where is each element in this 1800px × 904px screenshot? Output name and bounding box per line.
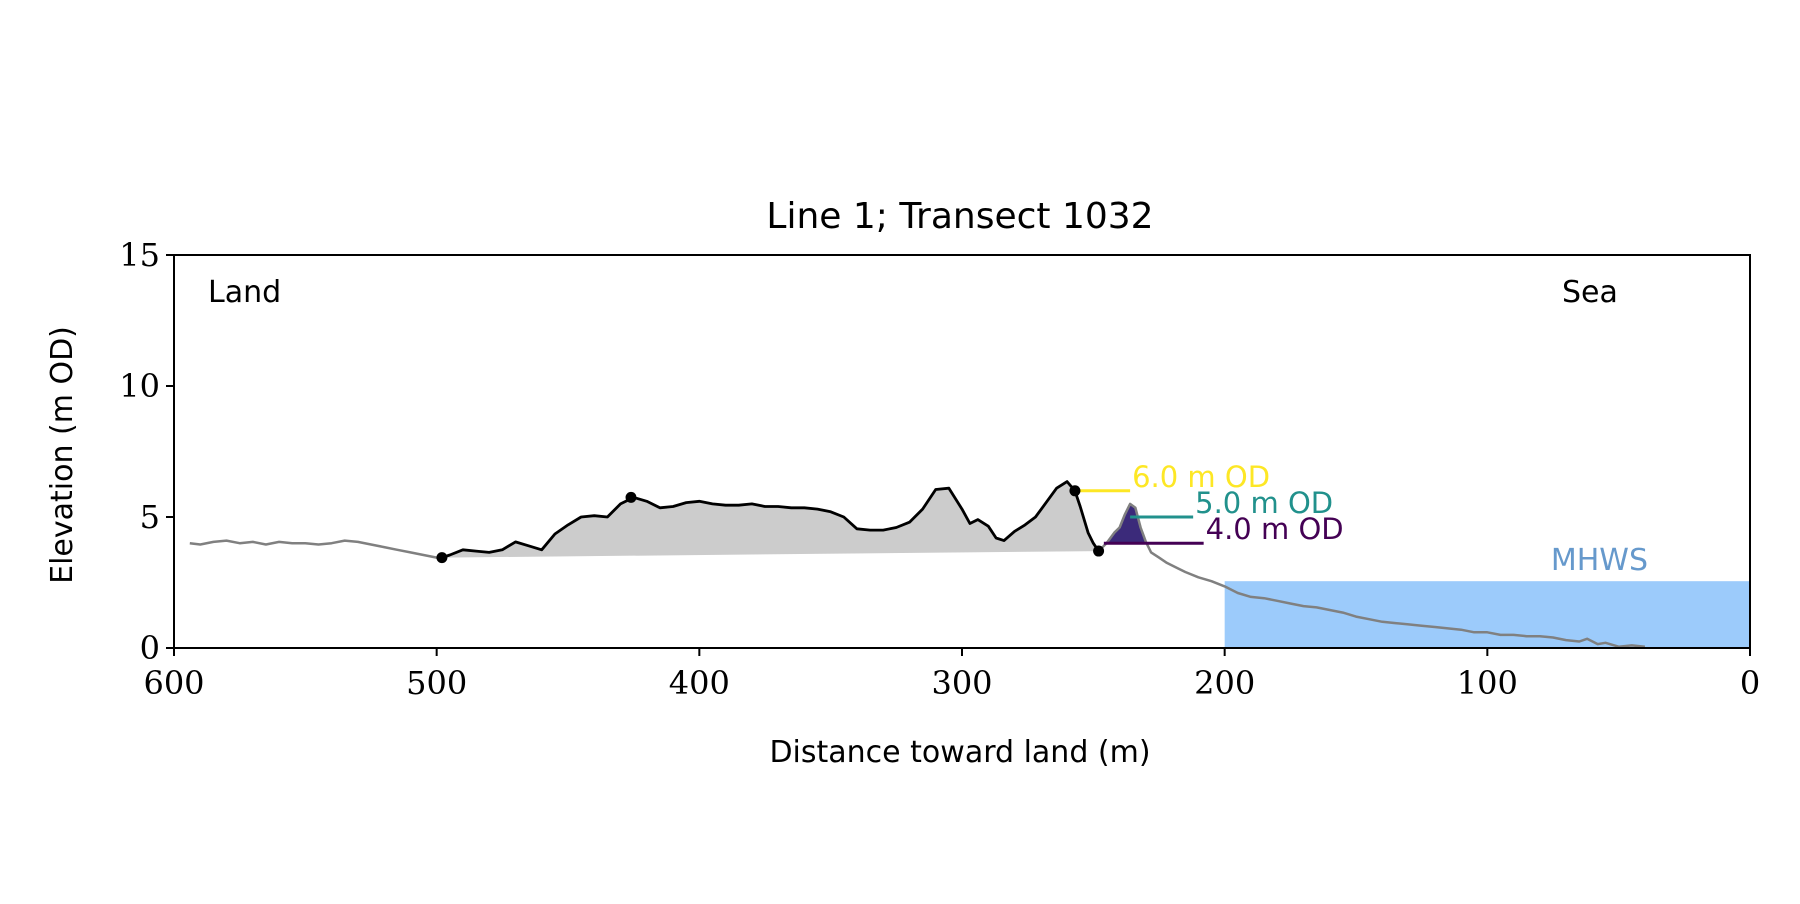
x-tick-label: 600 — [143, 664, 204, 702]
profile-marker — [1093, 545, 1105, 557]
levels-layer: 6.0 m OD5.0 m OD4.0 m OD — [1077, 460, 1344, 546]
dune-profile-line — [441, 480, 1100, 559]
y-tick-label: 5 — [140, 498, 160, 536]
profile-marker — [625, 491, 637, 503]
profile-marker — [1069, 485, 1081, 497]
y-tick-label: 15 — [119, 236, 160, 274]
mhws-annotation: MHWS — [1551, 543, 1648, 578]
markers-layer — [436, 485, 1105, 564]
x-tick-label: 500 — [406, 664, 467, 702]
mhws-water-area — [1224, 581, 1750, 648]
x-tick-label: 400 — [669, 664, 730, 702]
fill-layer — [441, 481, 1750, 648]
chart-title: Line 1; Transect 1032 — [766, 196, 1153, 237]
x-tick-label: 100 — [1457, 664, 1518, 702]
level-label-4: 4.0 m OD — [1206, 512, 1344, 546]
level-label-5: 5.0 m OD — [1195, 486, 1333, 520]
land-annotation: Land — [208, 275, 281, 310]
level-label-6: 6.0 m OD — [1132, 460, 1270, 494]
foredune-fill — [1103, 503, 1152, 544]
x-tick-label: 0 — [1740, 664, 1760, 702]
x-axis-label: Distance toward land (m) — [769, 735, 1150, 770]
x-tick-label: 300 — [931, 664, 992, 702]
x-tick-label: 200 — [1194, 664, 1255, 702]
y-tick-label: 0 — [140, 629, 160, 667]
y-axis-label: Elevation (m OD) — [45, 326, 80, 584]
profile-line-landward — [189, 539, 442, 559]
y-tick-label: 10 — [119, 367, 160, 405]
dune-area-fill — [441, 481, 1099, 558]
axes-layer: 600 500 400 300 200 100 0 0 5 10 15 — [119, 236, 1760, 702]
sea-annotation: Sea — [1562, 275, 1618, 310]
profile-marker — [436, 552, 448, 564]
